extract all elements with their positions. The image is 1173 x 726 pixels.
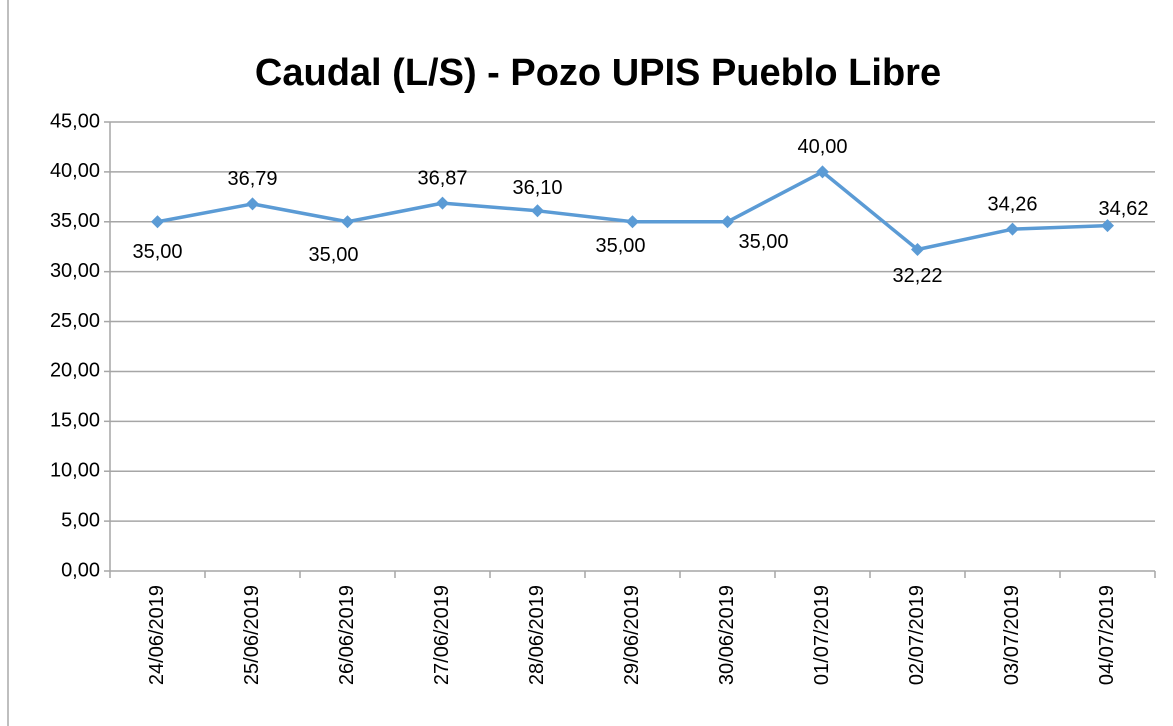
data-point <box>721 215 734 229</box>
data-label: 34,26 <box>987 193 1037 215</box>
x-tick-label: 03/07/2019 <box>1001 585 1023 685</box>
data-label: 40,00 <box>797 136 847 158</box>
y-tick-label: 15,00 <box>50 410 100 432</box>
x-tick-label: 25/06/2019 <box>241 585 263 685</box>
data-label: 36,87 <box>417 167 467 189</box>
data-point <box>151 215 164 229</box>
data-label: 35,00 <box>595 235 645 257</box>
data-label: 36,79 <box>227 168 277 190</box>
y-tick-label: 25,00 <box>50 310 100 332</box>
x-tick-label: 29/06/2019 <box>621 585 643 685</box>
y-tick-label: 45,00 <box>50 110 100 132</box>
x-tick-label: 27/06/2019 <box>431 585 453 685</box>
data-point <box>1006 222 1019 236</box>
y-tick-label: 5,00 <box>61 509 100 531</box>
y-tick-label: 35,00 <box>50 210 100 232</box>
x-tick-label: 24/06/2019 <box>146 585 168 685</box>
x-tick-label: 01/07/2019 <box>811 585 833 685</box>
x-tick-label: 04/07/2019 <box>1096 585 1118 685</box>
x-tick-label: 30/06/2019 <box>716 585 738 685</box>
data-label: 32,22 <box>892 265 942 287</box>
data-point <box>626 215 639 229</box>
data-point <box>911 243 924 257</box>
data-point <box>341 215 354 229</box>
y-tick-label: 20,00 <box>50 360 100 382</box>
data-point <box>246 197 259 211</box>
chart-title: Caudal (L/S) - Pozo UPIS Pueblo Libre <box>255 52 941 94</box>
x-tick-label: 02/07/2019 <box>906 585 928 685</box>
y-tick-label: 10,00 <box>50 460 100 482</box>
y-tick-label: 40,00 <box>50 160 100 182</box>
x-tick-label: 28/06/2019 <box>526 585 548 685</box>
data-label: 35,00 <box>132 241 182 263</box>
data-point <box>531 204 544 218</box>
data-label: 35,00 <box>738 231 788 253</box>
data-label: 36,10 <box>512 177 562 199</box>
y-tick-label: 0,00 <box>61 559 100 581</box>
x-tick-label: 26/06/2019 <box>336 585 358 685</box>
y-tick-label: 30,00 <box>50 260 100 282</box>
data-label: 35,00 <box>308 244 358 266</box>
data-point <box>1101 219 1114 233</box>
data-point <box>816 165 829 179</box>
data-label: 34,62 <box>1098 198 1148 220</box>
data-point <box>436 196 449 210</box>
